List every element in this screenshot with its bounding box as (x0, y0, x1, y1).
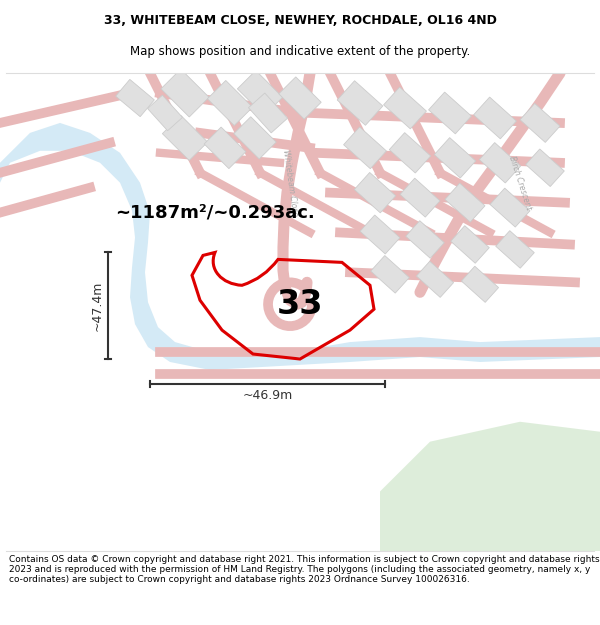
Bar (163, 116, 208, 161)
Text: ~46.9m: ~46.9m (242, 389, 293, 402)
Bar (360, 215, 400, 254)
Bar (400, 178, 440, 217)
Bar (526, 149, 564, 186)
Bar (383, 87, 427, 129)
Bar (344, 127, 386, 169)
Bar (416, 261, 454, 298)
Bar (279, 77, 321, 119)
Text: ~1187m²/~0.293ac.: ~1187m²/~0.293ac. (115, 204, 315, 222)
Text: Map shows position and indicative extent of the property.: Map shows position and indicative extent… (130, 45, 470, 58)
Text: Whitebeam Close: Whitebeam Close (281, 149, 299, 216)
Bar (204, 127, 246, 169)
Text: ~47.4m: ~47.4m (91, 281, 104, 331)
Text: 33, WHITEBEAM CLOSE, NEWHEY, ROCHDALE, OL16 4ND: 33, WHITEBEAM CLOSE, NEWHEY, ROCHDALE, O… (104, 14, 496, 27)
Bar (148, 95, 182, 131)
Bar (161, 69, 209, 117)
Bar (238, 71, 283, 116)
Bar (490, 188, 530, 227)
Bar (116, 79, 154, 117)
Bar (337, 81, 383, 125)
Text: Birch Crescent: Birch Crescent (507, 154, 533, 211)
Bar (354, 173, 396, 213)
Bar (406, 221, 444, 258)
Bar (520, 104, 560, 142)
Polygon shape (0, 123, 600, 370)
Bar (461, 266, 499, 302)
Bar (208, 81, 253, 126)
Bar (234, 117, 276, 159)
Bar (371, 256, 409, 293)
Bar (248, 93, 287, 133)
Bar (473, 97, 517, 139)
Bar (445, 183, 485, 222)
Bar (434, 138, 476, 178)
Bar (496, 231, 534, 268)
Text: 33: 33 (277, 288, 323, 321)
Text: Contains OS data © Crown copyright and database right 2021. This information is : Contains OS data © Crown copyright and d… (9, 554, 599, 584)
Bar (451, 226, 489, 263)
Bar (389, 132, 431, 173)
Bar (479, 142, 521, 183)
Bar (428, 92, 472, 134)
Polygon shape (380, 422, 600, 551)
